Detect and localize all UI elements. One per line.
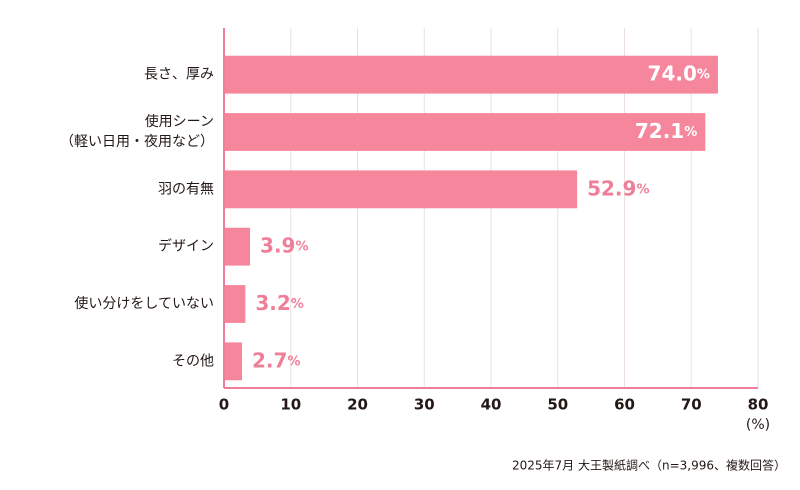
- value-label: 74.0%: [648, 61, 710, 85]
- x-tick-label: 80: [748, 396, 769, 414]
- bar: [224, 170, 578, 209]
- y-tick-label: デザイン: [158, 238, 214, 255]
- y-tick-label: 長さ、厚み: [144, 67, 214, 83]
- x-tick-label: 60: [614, 396, 635, 414]
- value-label: 72.1%: [635, 119, 697, 143]
- bar: [224, 285, 246, 323]
- y-tick-label: 使用シーン（軽い日用・夜用など）: [60, 113, 214, 150]
- y-tick-label: その他: [172, 353, 214, 369]
- x-axis-label: (%): [746, 417, 770, 433]
- x-tick-label: 30: [414, 396, 435, 414]
- bar: [224, 227, 251, 266]
- x-tick-label: 40: [481, 396, 502, 414]
- x-tick-label: 10: [280, 396, 301, 414]
- y-tick-label: 羽の有無: [158, 181, 214, 197]
- x-tick-label: 70: [681, 396, 702, 414]
- value-label: 3.9%: [260, 233, 308, 257]
- bar: [224, 55, 718, 94]
- x-tick-label: 50: [547, 396, 568, 414]
- note: 2025年7月 大王製紙調べ（n=3,996、複数回答）: [512, 458, 786, 473]
- x-tick-label: 0: [219, 396, 229, 414]
- bar: [224, 113, 706, 151]
- value-label: 3.2%: [255, 291, 303, 315]
- x-tick-label: 20: [347, 396, 368, 414]
- value-label: 2.7%: [252, 348, 300, 372]
- y-tick-label: 使い分けをしていない: [74, 295, 214, 312]
- bar: [224, 342, 243, 381]
- value-label: 52.9%: [587, 176, 649, 200]
